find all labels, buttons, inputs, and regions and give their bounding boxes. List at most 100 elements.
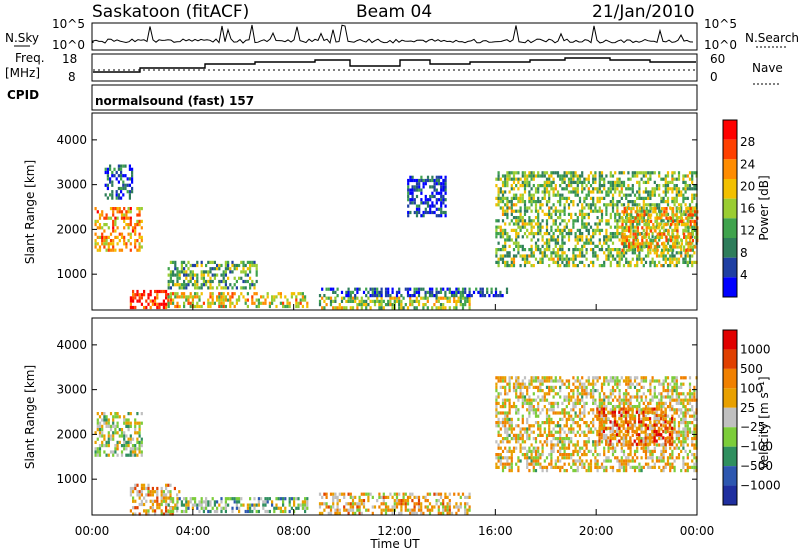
velocity-cell: [554, 443, 557, 447]
velocity-cell: [501, 456, 505, 460]
velocity-cell: [607, 401, 610, 405]
velocity-cell: [519, 385, 522, 389]
power-cell: [515, 238, 518, 242]
velocity-cell: [629, 395, 632, 399]
power-cell: [594, 171, 597, 175]
velocity-cell: [563, 440, 566, 444]
velocity-cell: [671, 385, 674, 389]
power-cell: [585, 222, 588, 226]
velocity-cell: [664, 411, 667, 415]
power-cell: [406, 287, 410, 291]
velocity-cell: [321, 495, 324, 499]
power-cell: [459, 299, 462, 303]
power-cell: [340, 306, 344, 310]
velocity-cell: [406, 508, 410, 512]
velocity-cell: [257, 500, 260, 504]
velocity-cell: [260, 497, 263, 501]
velocity-cell: [592, 392, 595, 396]
power-cell: [598, 184, 601, 188]
velocity-cell: [345, 502, 348, 506]
velocity-cell: [559, 427, 562, 431]
power-cell: [453, 306, 456, 310]
velocity-cell: [649, 385, 652, 389]
power-cell: [572, 174, 575, 178]
velocity-cell: [651, 424, 654, 428]
velocity-cell: [627, 376, 630, 380]
velocity-cell: [242, 503, 245, 507]
power-cell: [625, 196, 628, 200]
velocity-cell: [614, 376, 617, 380]
power-cell: [122, 180, 125, 184]
velocity-cell: [543, 395, 546, 399]
power-cell: [528, 171, 531, 175]
power-cell: [178, 286, 181, 290]
power-cell: [541, 225, 544, 229]
power-cell: [639, 207, 642, 211]
velocity-cell: [565, 398, 568, 402]
power-cell: [486, 287, 489, 291]
power-cell: [118, 210, 121, 214]
velocity-cell: [224, 509, 227, 514]
velocity-cell: [662, 379, 665, 383]
velocity-cell: [288, 497, 291, 501]
velocity-cell: [627, 440, 630, 444]
power-cell: [523, 206, 527, 210]
power-heatmap-cells: [94, 164, 699, 310]
velocity-cell: [395, 505, 399, 509]
power-cell: [506, 251, 509, 255]
velocity-cell: [534, 462, 538, 466]
power-cell: [638, 244, 641, 248]
velocity-cell: [561, 443, 564, 447]
power-cell: [138, 235, 141, 239]
power-cell: [448, 290, 451, 294]
power-cell: [178, 304, 181, 309]
power-cell: [420, 188, 423, 192]
velocity-cell: [105, 444, 108, 448]
power-cell: [647, 193, 650, 197]
velocity-cell: [510, 437, 513, 441]
power-cell: [609, 174, 612, 178]
power-cell: [625, 219, 628, 223]
power-cell: [691, 239, 694, 243]
power-cell: [224, 286, 227, 290]
velocity-cell: [174, 503, 177, 507]
velocity-cell: [567, 430, 571, 434]
power-cell: [572, 219, 575, 223]
velocity-cell: [638, 462, 641, 466]
power-cell: [106, 170, 109, 175]
power-cell: [448, 287, 451, 291]
velocity-cell: [101, 412, 104, 416]
velocity-cell: [600, 382, 604, 386]
power-cell: [636, 232, 639, 236]
power-cell: [224, 295, 227, 299]
velocity-cell: [123, 415, 126, 419]
velocity-cell: [526, 456, 529, 460]
power-cell: [211, 292, 214, 296]
power-cell: [691, 219, 694, 223]
velocity-cell: [398, 502, 401, 506]
power-cell: [510, 264, 513, 268]
power-cell: [207, 260, 210, 264]
power-cell: [129, 207, 132, 211]
power-cell: [422, 178, 425, 183]
velocity-cell: [523, 382, 527, 386]
power-cell: [519, 209, 522, 213]
power-cell: [675, 257, 678, 261]
velocity-cell: [647, 389, 650, 393]
velocity-cell: [501, 411, 505, 415]
power-cell: [499, 225, 502, 229]
velocity-cell: [609, 389, 612, 393]
velocity-cell: [644, 462, 648, 466]
velocity-cell: [127, 428, 130, 432]
velocity-cell: [519, 389, 522, 393]
velocity-cell: [517, 395, 520, 399]
power-cell: [189, 295, 192, 299]
power-cell: [598, 200, 601, 204]
velocity-cell: [136, 437, 139, 441]
velocity-cell: [499, 446, 502, 450]
power-cell: [435, 299, 438, 303]
power-cell: [620, 180, 623, 184]
velocity-cell: [127, 421, 130, 425]
velocity-cell: [636, 376, 639, 380]
power-cell: [424, 210, 427, 215]
